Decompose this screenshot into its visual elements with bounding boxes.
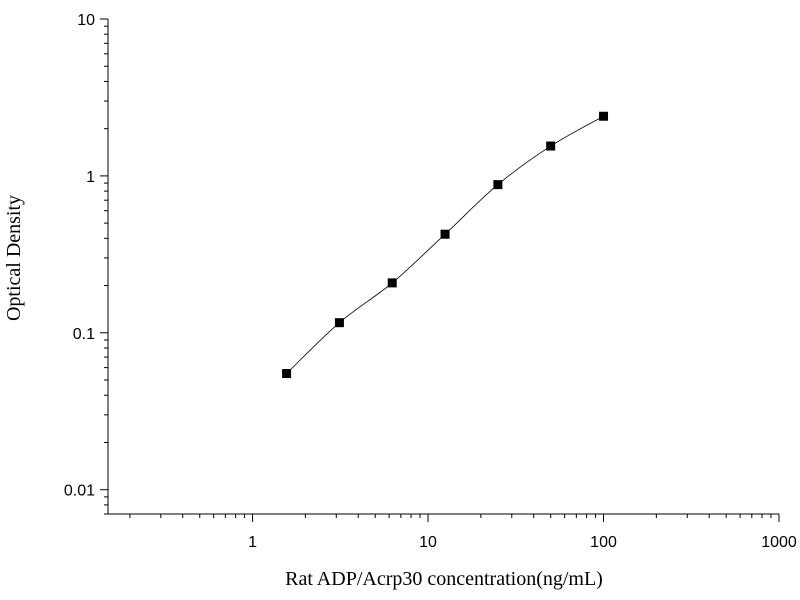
data-point [387,278,397,288]
data-point [440,229,450,239]
y-tick-label: 0.01 [64,483,95,500]
x-tick-label: 100 [590,534,617,551]
fit-curve [286,115,604,374]
x-tick-label: 10 [419,534,437,551]
data-point [282,369,292,379]
x-tick-label: 1 [248,534,257,551]
y-tick-label: 10 [77,12,95,29]
y-axis-title: Optical Density [3,195,25,321]
y-tick-label: 0.1 [73,326,95,343]
data-point [599,111,609,121]
x-axis-title: Rat ADP/Acrp30 concentration(ng/mL) [285,568,603,590]
data-point [334,318,344,328]
y-axis: 0.01 0.1 1 10 Optical Density [3,12,109,515]
x-axis: 1 10 100 1000 Rat ADP/Acrp30 concentration(… [108,513,797,590]
x-tick-label: 1000 [761,534,797,551]
data-point [546,141,556,151]
data-point [493,180,503,190]
y-tick-label: 1 [86,169,95,186]
